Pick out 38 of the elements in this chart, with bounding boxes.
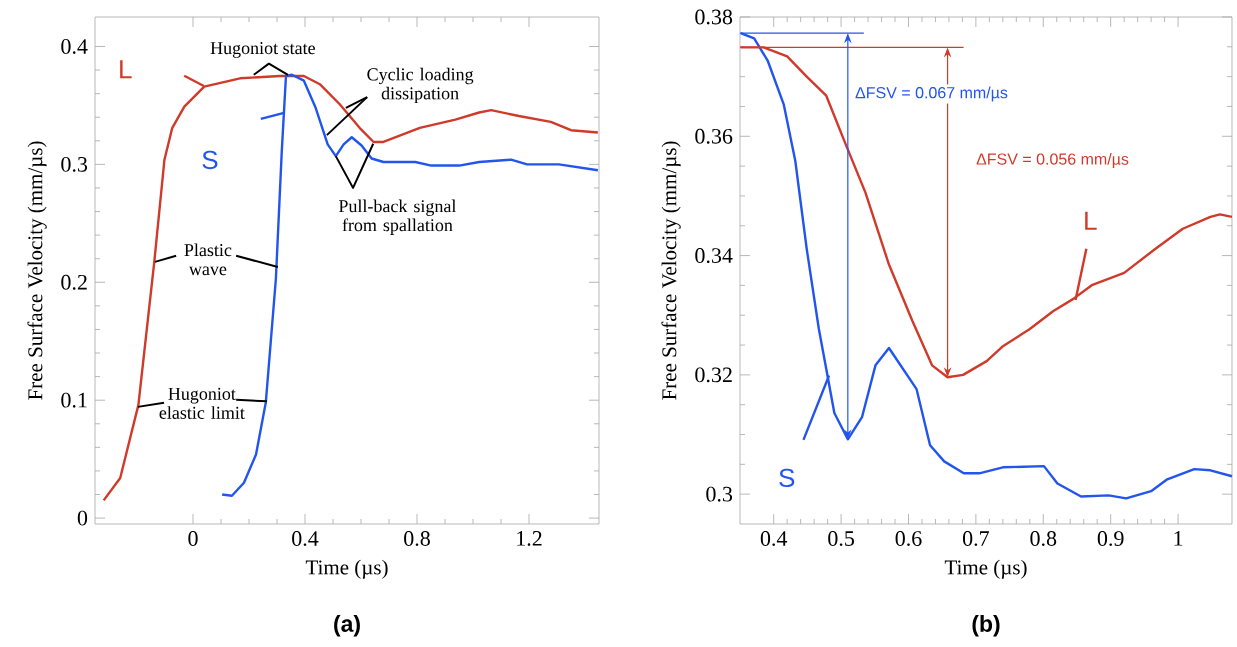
x-tick-label: 1 bbox=[1174, 531, 1183, 546]
x-tick-label: 1.2 bbox=[517, 531, 542, 546]
x-tick-label: 0.7 bbox=[962, 531, 989, 546]
text: (a) bbox=[334, 615, 360, 637]
x-axis-title: Time (µs) bbox=[944, 559, 1027, 579]
y-tick-label: 0.36 bbox=[695, 128, 733, 144]
y-axis-title: Free Surface Velocity (mm/µs) bbox=[661, 141, 681, 400]
x-tick-label: 0.8 bbox=[1030, 531, 1057, 546]
text: S bbox=[779, 468, 795, 488]
x-tick-label: 0.8 bbox=[404, 531, 430, 546]
y-tick-label: 0.1 bbox=[61, 392, 87, 408]
y-tick-label: 0.4 bbox=[61, 39, 88, 54]
text: (b) bbox=[972, 615, 1000, 637]
annotation: Plastic wave bbox=[184, 243, 232, 276]
text: S bbox=[202, 150, 218, 170]
x-tick-label: 0.5 bbox=[828, 531, 854, 546]
annotation: Hugoniot state bbox=[210, 42, 315, 58]
x-tick-label: 0.6 bbox=[895, 531, 922, 546]
y-tick-label: 0.3 bbox=[61, 156, 88, 172]
x-tick-label: 0.4 bbox=[760, 531, 788, 546]
annotation: Cyclic loading dissipation bbox=[367, 67, 474, 104]
y-tick-label: 0 bbox=[77, 510, 88, 526]
y-axis-title: Free Surface Velocity (mm/µs) bbox=[27, 141, 47, 400]
y-tick-label: 0.34 bbox=[695, 248, 733, 264]
y-tick-label: 0.32 bbox=[695, 367, 732, 383]
annotation: ΔFSV = 0.056 mm/µs bbox=[976, 153, 1129, 168]
y-tick-label: 0.2 bbox=[61, 274, 87, 290]
annotation: ΔFSV = 0.067 mm/µs bbox=[855, 86, 1008, 102]
x-tick-label: 0.9 bbox=[1097, 531, 1124, 546]
y-tick-label: 0.3 bbox=[706, 486, 733, 502]
y-tick-label: 0.38 bbox=[695, 9, 733, 25]
x-axis-title: Time (µs) bbox=[305, 559, 388, 579]
x-tick-label: 0.4 bbox=[292, 531, 319, 546]
legend-label: L bbox=[120, 60, 132, 79]
x-tick-label: 0 bbox=[188, 531, 198, 546]
annotation: Hugoniot elastic limit bbox=[159, 387, 245, 419]
annotation: Pull-back signal from spallation bbox=[338, 199, 457, 235]
series-label: L bbox=[1085, 211, 1097, 230]
